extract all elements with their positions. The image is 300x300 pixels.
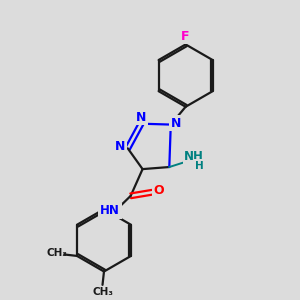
Text: F: F <box>182 30 190 43</box>
Text: H: H <box>196 160 204 170</box>
Text: CH₃: CH₃ <box>46 248 68 258</box>
Text: O: O <box>153 184 164 197</box>
Text: NH: NH <box>184 149 204 163</box>
Text: HN: HN <box>100 204 120 217</box>
Text: N: N <box>171 117 181 130</box>
Text: N: N <box>115 140 125 153</box>
Text: CH₃: CH₃ <box>92 287 113 297</box>
Text: N: N <box>136 111 146 124</box>
